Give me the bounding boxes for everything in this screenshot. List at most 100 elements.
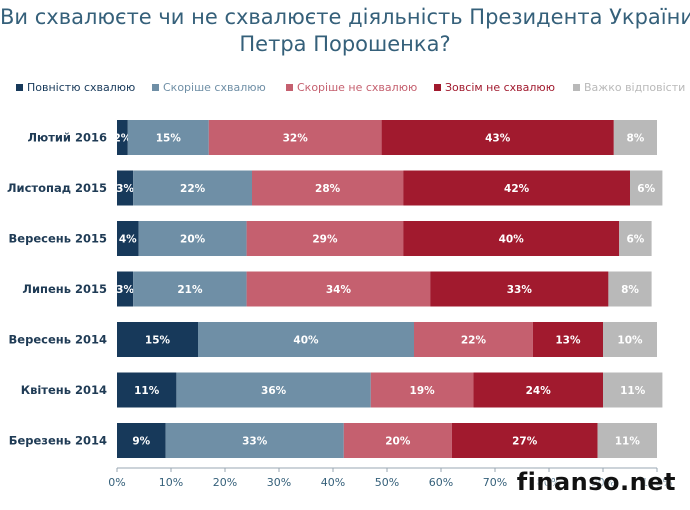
bar-segment — [619, 221, 652, 256]
category-label: Квітень 2014 — [21, 383, 107, 397]
x-tick-label: 90% — [591, 476, 615, 489]
data-label: 22% — [461, 335, 487, 347]
x-tick-label: 80% — [537, 476, 561, 489]
bar-segment — [133, 170, 252, 206]
bar-segment — [117, 322, 198, 357]
data-label: 28% — [315, 183, 341, 195]
bar-segment — [630, 170, 663, 206]
category-label: Лютий 2016 — [27, 131, 107, 145]
data-label: 4% — [119, 234, 137, 246]
bar-segment — [597, 423, 657, 458]
data-label: 3% — [116, 183, 134, 195]
data-label: 11% — [620, 385, 646, 397]
data-label: 33% — [507, 284, 533, 296]
bar-segment — [246, 221, 404, 256]
data-label: 8% — [621, 284, 639, 296]
bar-segment — [381, 120, 614, 155]
bar-segment — [252, 170, 404, 206]
data-label: 20% — [180, 234, 206, 246]
bar-segment — [208, 120, 382, 155]
data-label: 6% — [637, 183, 655, 195]
data-label: 15% — [156, 133, 182, 145]
bar-segment — [176, 372, 371, 408]
bar-segment — [532, 322, 603, 357]
bar-segment — [133, 271, 247, 307]
data-label: 40% — [293, 335, 319, 347]
bar-segment — [127, 120, 209, 155]
bar-segment — [117, 271, 134, 307]
bar-segment — [117, 221, 139, 256]
data-label: 13% — [555, 335, 581, 347]
category-label: Листопад 2015 — [7, 181, 107, 195]
bar-segment — [343, 423, 452, 458]
data-label: 34% — [326, 284, 352, 296]
bar-segment — [370, 372, 474, 408]
x-tick-label: 50% — [375, 476, 399, 489]
data-label: 3% — [116, 284, 134, 296]
data-label: 32% — [283, 133, 309, 145]
x-tick-label: 70% — [483, 476, 507, 489]
legend-swatch — [286, 84, 293, 91]
bar-segment — [246, 271, 431, 307]
legend-label: Зовсім не схвалюю — [445, 81, 555, 94]
bar-segment — [117, 170, 134, 206]
bar-segment — [403, 170, 630, 206]
legend-swatch — [434, 84, 441, 91]
data-label: 19% — [410, 385, 436, 397]
data-label: 40% — [499, 234, 525, 246]
bar-segment — [165, 423, 344, 458]
x-tick-label: 30% — [267, 476, 291, 489]
chart-title: Ви схвалюєте чи не схвалюєте діяльність … — [0, 4, 690, 58]
bar-segment — [451, 423, 598, 458]
legend-label: Важко відповісти — [584, 81, 685, 94]
data-label: 33% — [242, 436, 268, 448]
x-tick-label: 10% — [159, 476, 183, 489]
data-label: 29% — [312, 234, 338, 246]
x-tick-label: 60% — [429, 476, 453, 489]
legend-label: Скоріше не схвалюю — [297, 81, 417, 94]
bar-segment — [403, 221, 620, 256]
category-label: Вересень 2015 — [9, 232, 107, 246]
legend-swatch — [16, 84, 23, 91]
data-label: 20% — [385, 436, 411, 448]
bar-segment — [198, 322, 414, 357]
data-label: 22% — [180, 183, 206, 195]
bar-segment — [117, 120, 128, 155]
bar-segment — [117, 372, 177, 408]
data-label: 15% — [145, 335, 171, 347]
category-label: Вересень 2014 — [9, 333, 107, 347]
data-label: 9% — [132, 436, 150, 448]
bar-segment — [430, 271, 609, 307]
data-label: 21% — [177, 284, 203, 296]
legend-swatch — [573, 84, 580, 91]
x-tick-label: 0% — [108, 476, 125, 489]
chart-title-line-1: Ви схвалюєте чи не схвалюєте діяльність … — [0, 5, 690, 29]
data-label: 36% — [261, 385, 287, 397]
data-label: 11% — [134, 385, 160, 397]
bar-segment — [138, 221, 247, 256]
data-label: 11% — [615, 436, 641, 448]
legend-label: Скоріше схвалюю — [163, 81, 266, 94]
data-label: 6% — [626, 234, 644, 246]
data-label: 42% — [504, 183, 530, 195]
data-label: 43% — [485, 133, 511, 145]
category-label: Березень 2014 — [9, 434, 107, 448]
x-tick-label: 40% — [321, 476, 345, 489]
bar-segment — [608, 271, 652, 307]
bar-segment — [603, 372, 663, 408]
legend-label: Повністю схвалюю — [27, 81, 135, 94]
bar-segment — [603, 322, 657, 357]
bar-segment — [117, 423, 166, 458]
data-label: 10% — [617, 335, 643, 347]
data-label: 27% — [512, 436, 538, 448]
bar-segment — [414, 322, 533, 357]
x-tick-label: 20% — [213, 476, 237, 489]
legend-swatch — [152, 84, 159, 91]
chart-title-line-2: Петра Порошенка? — [239, 32, 451, 56]
bar-segment — [613, 120, 657, 155]
x-tick-label: 100% — [641, 476, 672, 489]
data-label: 24% — [526, 385, 552, 397]
data-label: 2% — [113, 133, 131, 145]
bar-segment — [473, 372, 603, 408]
